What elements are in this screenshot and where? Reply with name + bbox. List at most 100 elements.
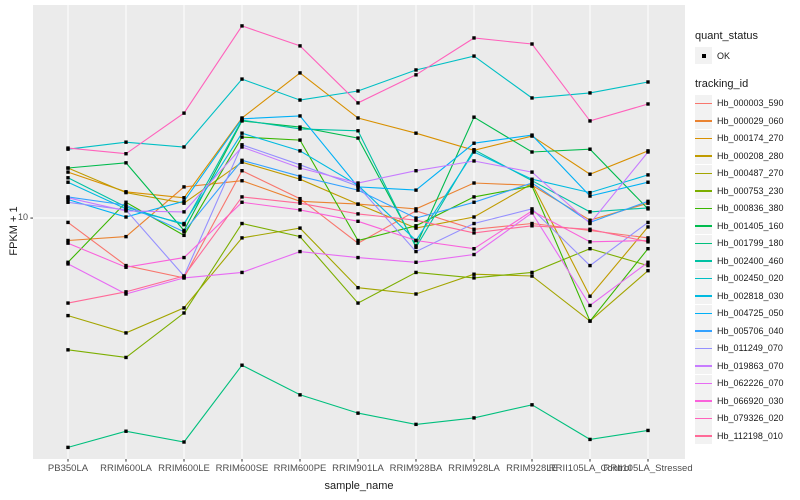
legend-entry: Hb_112198_010 [695,427,799,445]
legend-key-box [695,112,712,130]
data-point-marker [472,276,476,280]
data-point-marker [240,135,244,139]
data-point-marker [240,143,244,147]
legend-entry: Hb_000208_280 [695,147,799,165]
data-point-marker [472,195,476,199]
legend-key-box [695,217,712,235]
data-point-marker [66,445,70,450]
legend-key-box [695,199,712,217]
data-point-marker [66,200,70,204]
legend-line-swatch [695,207,712,210]
data-point-marker [182,221,186,226]
data-point-marker [472,252,476,257]
data-point-marker [356,285,360,290]
x-tick-label: RRIM901LA [332,463,384,474]
legend-line-swatch [695,260,712,262]
data-point-marker [298,98,302,102]
legend-line-swatch [695,365,712,367]
data-point-marker [356,241,360,245]
data-point-marker [414,422,418,427]
data-point-marker [182,111,186,115]
data-point-marker [356,89,360,93]
data-point-marker [240,169,244,173]
legend-label: Hb_001405_160 [717,220,784,231]
data-point-marker [588,303,592,308]
legend-line-swatch [695,120,712,122]
data-point-marker [356,301,360,305]
data-point-marker [240,145,244,149]
legend-line-swatch [695,417,712,420]
data-point-marker [298,138,302,142]
data-point-marker [588,246,592,251]
data-point-marker [240,270,244,275]
data-point-marker [646,206,650,210]
data-point-marker [298,163,302,167]
data-point-marker [530,211,534,215]
legend-entry: Hb_002400_460 [695,252,799,270]
data-point-marker [356,116,360,120]
data-point-marker [356,184,360,188]
legend-key-box [695,129,712,147]
data-point-marker [530,170,534,174]
data-point-marker [646,199,650,204]
data-point-marker [124,203,128,207]
legend-line-swatch [695,312,712,315]
legend-entry: Hb_062226_070 [695,374,799,393]
data-point-marker [356,212,360,216]
legend-key-box [695,252,712,270]
data-point-marker [472,246,476,251]
data-point-marker [414,245,418,249]
ok-point-marker-icon [701,53,706,58]
legend-key-box [695,392,712,410]
data-point-marker [356,255,360,260]
data-point-marker [298,226,302,230]
data-point-marker [356,411,360,415]
legend-label: Hb_002818_030 [717,290,784,301]
legend-line-swatch [695,435,712,437]
data-point-marker [588,194,592,198]
data-point-marker [356,136,360,140]
data-point-marker [124,209,128,213]
data-point-marker [588,190,592,195]
data-point-marker [646,180,650,184]
data-point-marker [588,172,592,176]
data-point-marker [588,240,592,244]
x-tick-label: RRIM928LA [448,463,500,474]
data-point-marker [298,177,302,181]
data-point-marker [414,207,418,211]
data-point-marker [182,196,186,200]
data-point-marker [414,226,418,230]
data-point-marker [298,127,302,131]
data-point-marker [472,181,476,185]
data-point-marker [66,241,70,245]
data-point-marker [472,148,476,152]
legend-entry: Hb_000753_230 [695,182,799,200]
legend-entry: Hb_019863_070 [695,357,799,375]
data-point-marker [66,313,70,318]
legend-entry: Hb_000174_270 [695,129,799,148]
data-point-marker [182,201,186,205]
data-point-marker [124,234,128,239]
x-tick-label: RRII105LA_Stressed [603,463,693,474]
legend-key-box [695,357,712,375]
legend-entry: Hb_005706_040 [695,322,799,340]
legend-label: Hb_000029_060 [717,115,784,126]
legend-key-box [695,164,712,182]
legend-line-swatch [695,137,712,140]
data-point-marker [240,117,244,121]
data-point-marker [124,265,128,269]
data-point-marker [530,150,534,154]
y-tick-label: 10 [17,212,28,222]
data-point-marker [182,276,186,280]
data-point-marker [414,169,418,173]
data-point-marker [124,290,128,294]
legend-label: Hb_000753_230 [717,185,784,196]
legend-label: Hb_000208_280 [717,150,784,161]
data-point-marker [472,36,476,40]
data-point-marker [182,199,186,204]
data-point-marker [530,403,534,407]
data-point-marker [298,166,302,170]
data-point-marker [66,166,70,170]
data-point-marker [182,185,186,189]
legend-entry: Hb_000029_060 [695,112,799,130]
